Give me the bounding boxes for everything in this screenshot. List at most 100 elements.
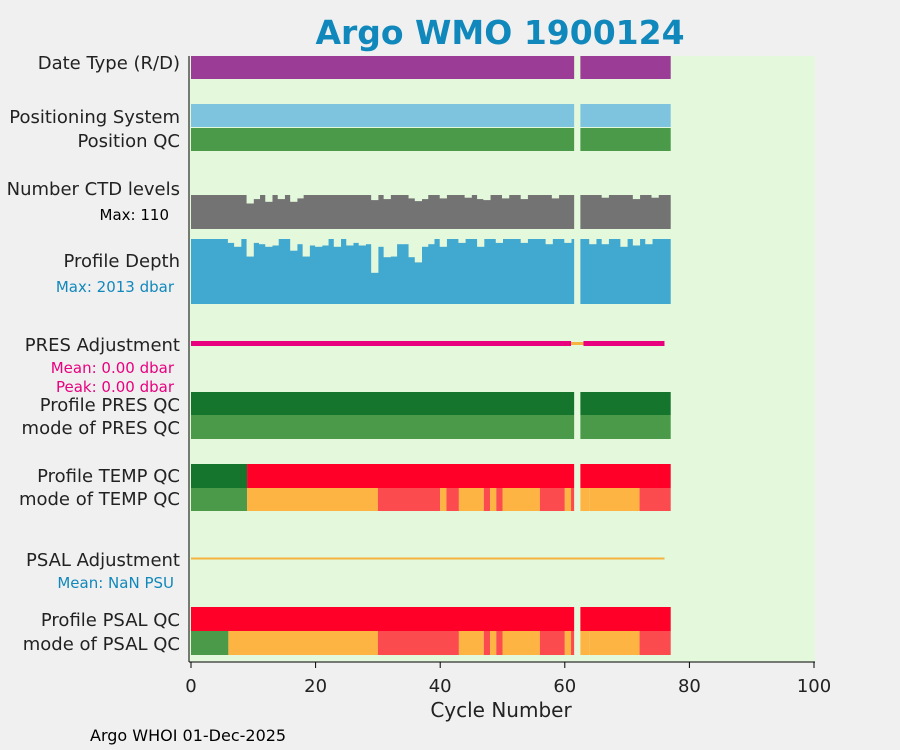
profile-depth-deficit [321,239,329,246]
position-qc-bar [580,128,671,151]
x-tick-label: 0 [185,676,196,697]
profile-depth-bar [191,239,575,304]
profile-depth-deficit [265,239,273,247]
mode-temp-qc-segment [191,488,248,511]
ctd-levels-deficit [252,195,261,200]
ctd-levels-deficit [246,195,254,204]
ctd-levels-deficit [601,195,609,198]
profile-depth-deficit [246,239,254,257]
mode-temp-qc-segment [377,488,441,511]
mode-temp-qc-segment [539,488,565,511]
label-date-type: Date Type (R/D) [38,53,180,74]
mode-temp-qc-segment [589,488,640,511]
profile-pres-qc-bar [580,392,671,415]
label-profile-temp-qc: Profile TEMP QC [37,466,180,487]
profile-depth-deficit [383,239,391,258]
profile-temp-qc-segment [191,464,248,488]
x-tick-label: 100 [797,676,831,697]
profile-depth-deficit [439,239,447,247]
ctd-levels-deficit [290,195,298,202]
mode-psal-qc-segment [564,631,572,655]
profile-depth-deficit [545,239,553,245]
profile-depth-deficit [315,239,323,247]
mode-psal-qc-segment [191,631,229,655]
profile-pres-qc-bar [191,392,575,415]
pres-adjustment-mean: Mean: 0.00 dbar [51,359,175,377]
mode-psal-qc-segment [228,631,378,655]
ctd-levels-deficit [502,195,510,199]
label-mode-temp-qc: mode of TEMP QC [19,489,180,510]
ctd-levels-deficit [421,195,429,200]
mode-psal-qc-segment [490,631,497,655]
label-profile-psal-qc: Profile PSAL QC [41,610,180,631]
mode-pres-qc-bar [580,415,671,439]
label-positioning-system: Positioning System [9,107,180,128]
profile-depth-deficit [632,239,641,246]
mode-psal-qc-segment [496,631,503,655]
profile-depth-deficit [414,239,423,263]
label-mode-psal-qc: mode of PSAL QC [23,634,180,655]
x-tick-label: 20 [304,676,327,697]
psal-adjustment-mean: Mean: NaN PSU [57,574,174,592]
profile-depth-deficit [358,239,366,246]
profile-temp-qc-segment [247,464,671,488]
profile-depth-deficit [408,239,416,258]
ctd-levels-deficit [477,195,485,200]
profile-depth-deficit [352,239,360,243]
plot-area [189,56,815,662]
profile-depth-deficit [346,239,354,246]
profile-depth-deficit [520,239,528,243]
profile-depth-deficit [421,239,429,247]
label-number-ctd-levels: Number CTD levels [7,179,180,200]
profile-depth-deficit [645,239,653,245]
profile-depth-deficit [234,239,242,247]
positioning-system-bar [191,104,575,127]
missing-cycle-gap [574,464,581,488]
ctd-levels-deficit [296,195,304,199]
row-labels: Date Type (R/D) Positioning System Posit… [7,53,180,655]
label-psal-adjustment: PSAL Adjustment [26,550,180,571]
mode-psal-qc-segment [377,631,459,655]
mode-psal-qc-segment [502,631,540,655]
x-tick-label: 40 [429,676,452,697]
mode-temp-qc-segment [440,488,447,511]
ctd-levels-deficit [414,195,423,202]
profile-depth-max: Max: 2013 dbar [56,278,175,296]
mode-psal-qc-segment [589,631,640,655]
label-pres-adjustment: PRES Adjustment [25,335,180,356]
profile-depth-deficit [259,239,267,245]
positioning-system-bar [580,104,671,127]
ctd-levels-deficit [408,195,416,199]
ctd-levels-deficit [464,195,472,198]
mode-psal-qc-segment [539,631,565,655]
ctd-levels-deficit [371,195,379,201]
profile-depth-deficit [495,239,503,243]
position-qc-bar [191,128,575,151]
ctd-levels-deficit [439,195,447,199]
missing-cycle-gap [574,631,581,655]
pres-adjustment-peak: Peak: 0.00 dbar [56,378,175,396]
mode-temp-qc-segment [639,488,671,511]
mode-temp-qc-segment [446,488,459,511]
profile-depth-deficit [333,239,342,247]
date-type-bar [191,56,575,79]
footer-credit: Argo WHOI 01-Dec-2025 [90,726,286,745]
mode-temp-qc-segment [496,488,503,511]
profile-depth-deficit [477,239,485,247]
profile-depth-deficit [296,239,304,245]
profile-depth-deficit [601,239,609,245]
mode-temp-qc-segment [502,488,540,511]
ctd-levels-deficit [277,195,285,200]
ctd-levels-deficit [483,195,491,201]
profile-depth-deficit [427,239,435,245]
profile-depth-deficit [290,239,298,251]
profile-depth-deficit [227,239,236,243]
data-marks [191,56,671,655]
mode-psal-qc-segment [639,631,671,655]
label-profile-depth: Profile Depth [63,251,180,272]
profile-depth-deficit [308,239,317,246]
profile-depth-deficit [271,239,279,246]
label-position-qc: Position QC [77,131,180,152]
ctd-levels-bar [580,195,671,229]
